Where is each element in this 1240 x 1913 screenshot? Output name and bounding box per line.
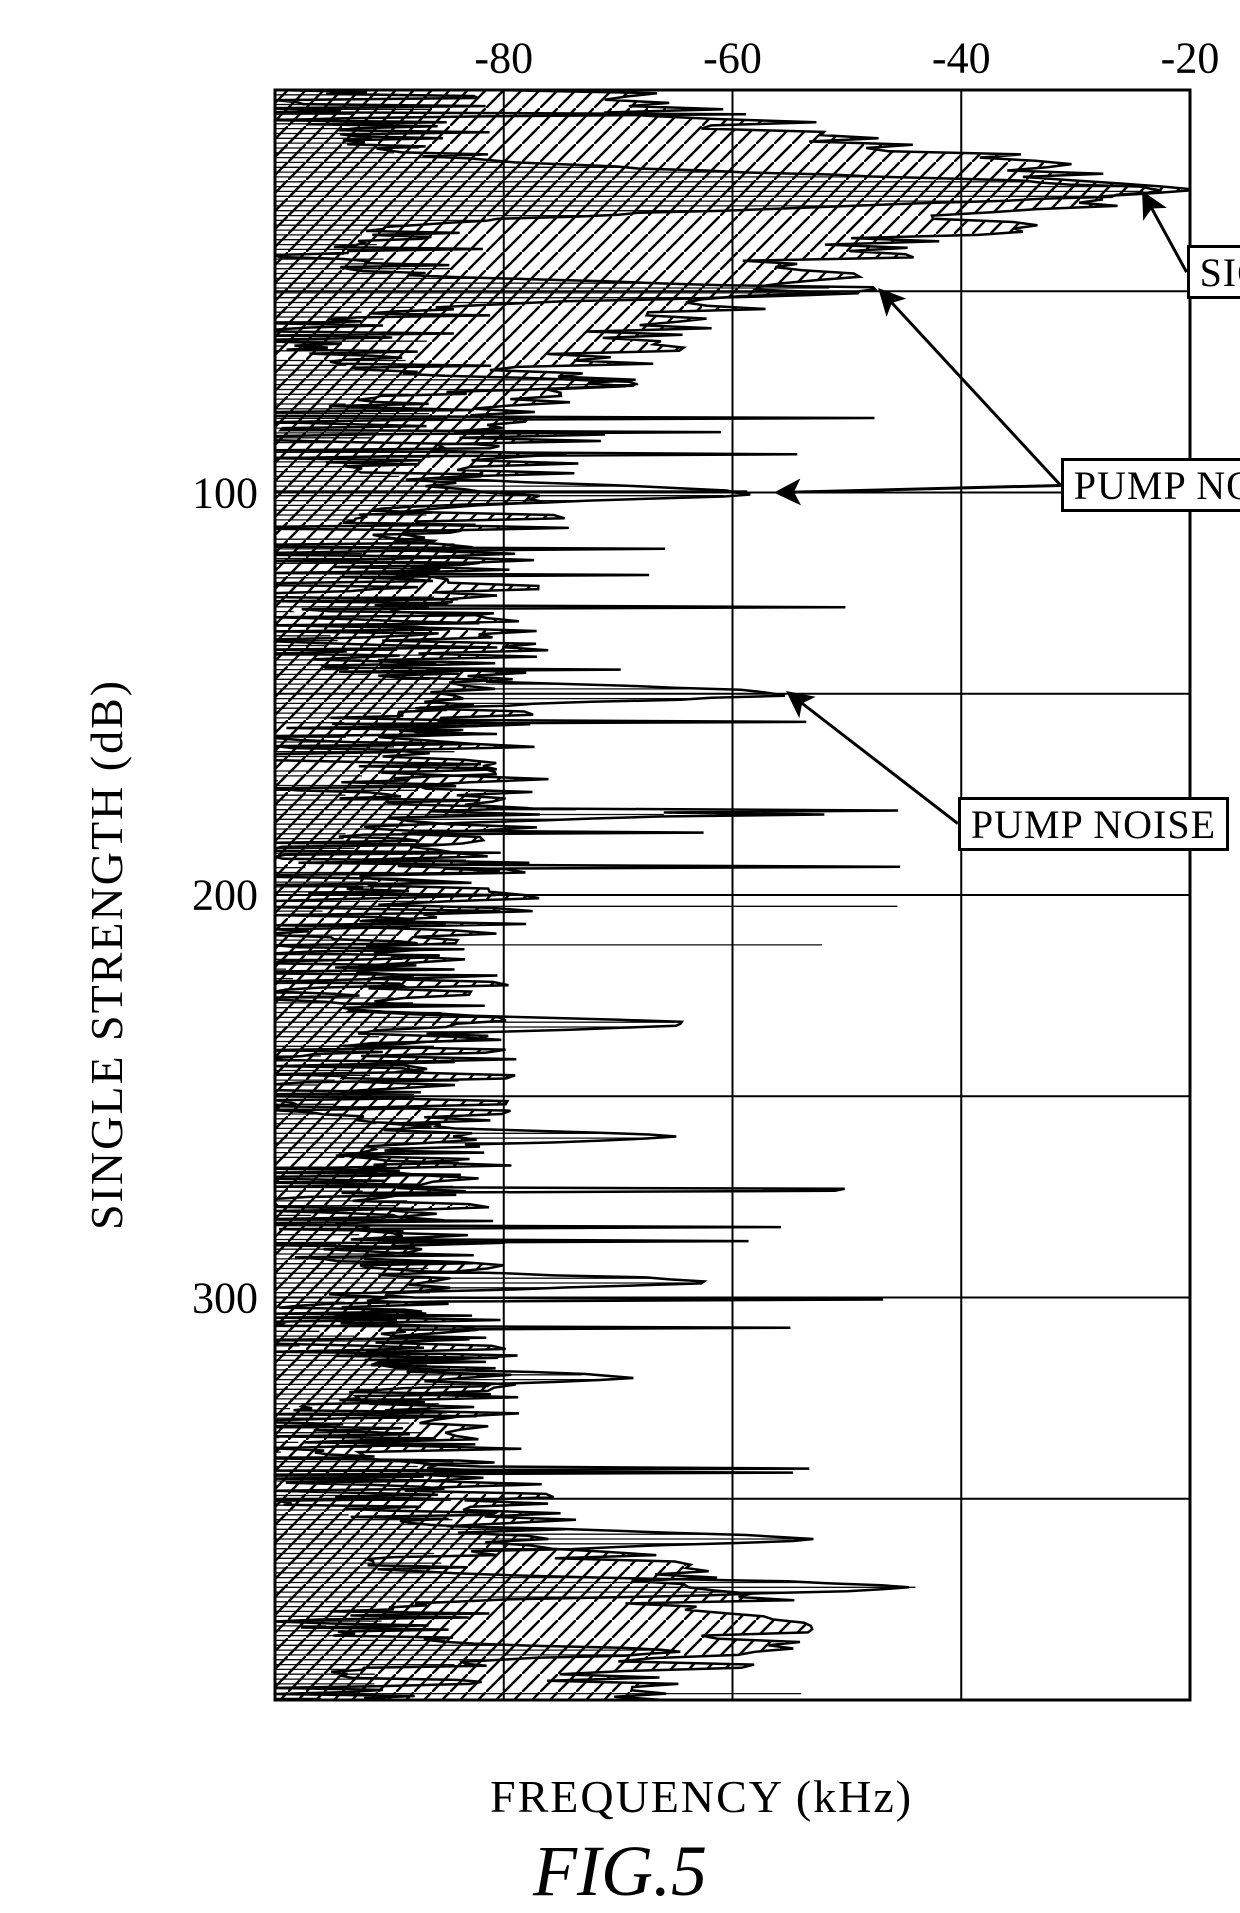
x-tick-label: -40 <box>932 33 991 84</box>
y-tick-label: 200 <box>192 870 258 921</box>
x-tick-label: -20 <box>1161 33 1220 84</box>
annotation-signal: SIGNAL <box>1187 245 1240 299</box>
x-tick-label: -80 <box>474 33 533 84</box>
annotation-pump-noise-b: PUMP NOISE <box>958 797 1229 851</box>
x-tick-label: -60 <box>703 33 762 84</box>
annotation-pump-noise-a: PUMP NOISE <box>1061 458 1240 512</box>
spectrum-chart <box>0 0 1240 1909</box>
y-tick-label: 300 <box>192 1272 258 1323</box>
y-tick-label: 100 <box>192 467 258 518</box>
